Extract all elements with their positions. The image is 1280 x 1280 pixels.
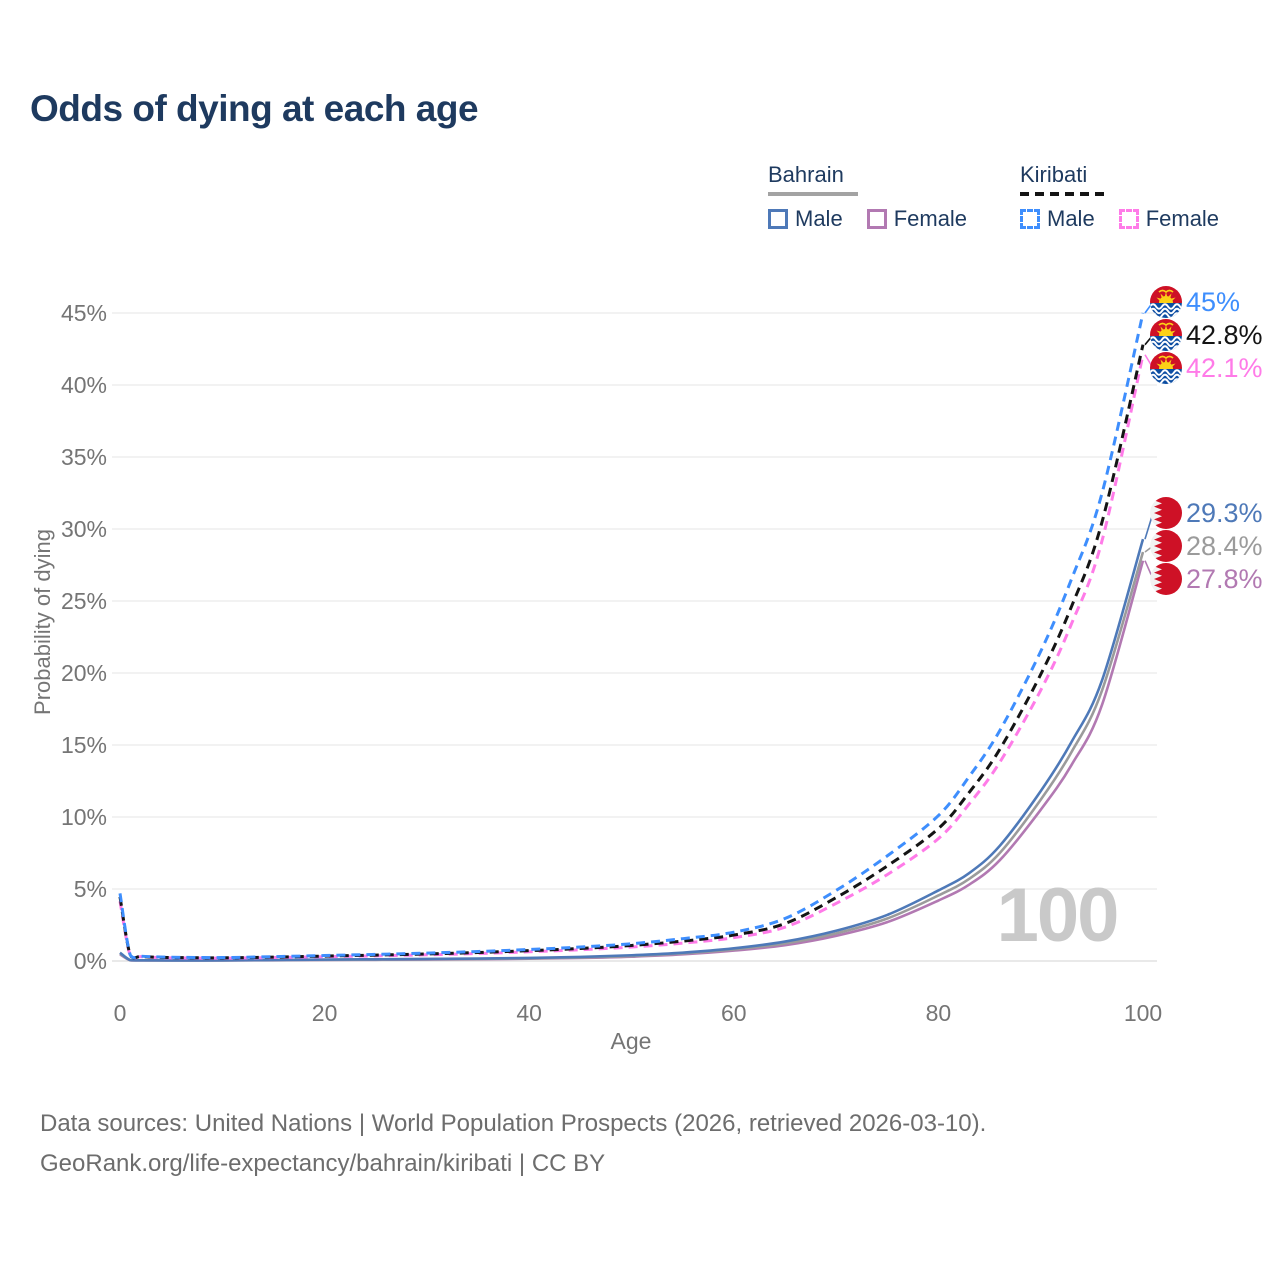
legend-group-kiribati: Kiribati Male Female [1020,162,1219,232]
legend-item-bahrain-male: Male [768,206,843,232]
series-line-bahrain_overall [119,551,1145,962]
bahrain-flag-icon [1150,530,1182,562]
end-label-kiribati_female: 42.1% [1186,353,1263,383]
x-tick-label: 80 [926,1000,952,1026]
legend-label-bahrain-female: Female [893,206,968,231]
bahrain-line-style-sample [768,192,858,196]
legend-group-bahrain: Bahrain Male Female [768,162,967,232]
legend-country-kiribati: Kiribati [1020,162,1088,187]
data-sources-line2: GeoRank.org/life-expectancy/bahrain/kiri… [40,1150,606,1177]
chart-title: Odds of dying at each age [30,88,479,129]
series-line-bahrain_male [119,538,1145,962]
x-tick-label: 100 [1124,1000,1162,1026]
y-tick-label: 5% [74,876,107,902]
kiribati-flag-icon [1150,352,1182,384]
end-label-kiribati_overall: 42.8% [1186,320,1263,350]
legend-country-bahrain: Bahrain [768,162,844,187]
x-tick-label: 40 [516,1000,542,1026]
y-tick-label: 45% [61,300,107,326]
legend-label-kiribati-female: Female [1145,206,1220,231]
watermark-age-100: 100 [997,873,1118,958]
legend-item-kiribati-male: Male [1020,206,1095,232]
kiribati-flag-icon [1150,319,1182,351]
y-tick-label: 10% [61,804,107,830]
x-axis-title: Age [611,1028,652,1054]
y-axis-title: Probability of dying [30,529,55,715]
bahrain-flag-icon [1150,563,1182,595]
kiribati-line-style-sample [1020,192,1108,196]
y-tick-label: 15% [61,732,107,758]
series-line-kiribati_female [118,354,1145,960]
legend-label-kiribati-male: Male [1047,206,1095,231]
y-tick-label: 25% [61,588,107,614]
y-tick-label: 20% [61,660,107,686]
y-tick-label: 40% [61,372,107,398]
bahrain-flag-icon [1150,497,1182,529]
y-tick-label: 0% [74,948,107,974]
data-sources-line1: Data sources: United Nations | World Pop… [40,1110,987,1137]
legend-label-bahrain-male: Male [795,206,843,231]
series-line-kiribati_overall [118,344,1145,960]
kiribati-female-swatch-icon [1118,209,1139,229]
data-sources: Data sources: United Nations | World Pop… [40,1104,986,1184]
x-tick-label: 20 [312,1000,338,1026]
end-label-kiribati_male: 45% [1186,287,1240,317]
x-tick-label: 60 [721,1000,747,1026]
series-line-bahrain_female [119,560,1145,962]
y-tick-label: 30% [61,516,107,542]
end-label-bahrain_overall: 28.4% [1186,531,1263,561]
end-label-bahrain_female: 27.8% [1186,564,1263,594]
legend-item-bahrain-female: Female [866,206,968,232]
x-tick-label: 0 [114,1000,127,1026]
bahrain-male-swatch-icon [768,209,788,229]
legend-item-kiribati-female: Female [1118,206,1220,232]
kiribati-flag-icon [1150,286,1182,318]
y-tick-label: 35% [61,444,107,470]
end-label-bahrain_male: 29.3% [1186,498,1263,528]
series-line-kiribati_male [118,312,1145,960]
kiribati-male-swatch-icon [1020,209,1040,229]
bahrain-female-swatch-icon [866,209,887,229]
